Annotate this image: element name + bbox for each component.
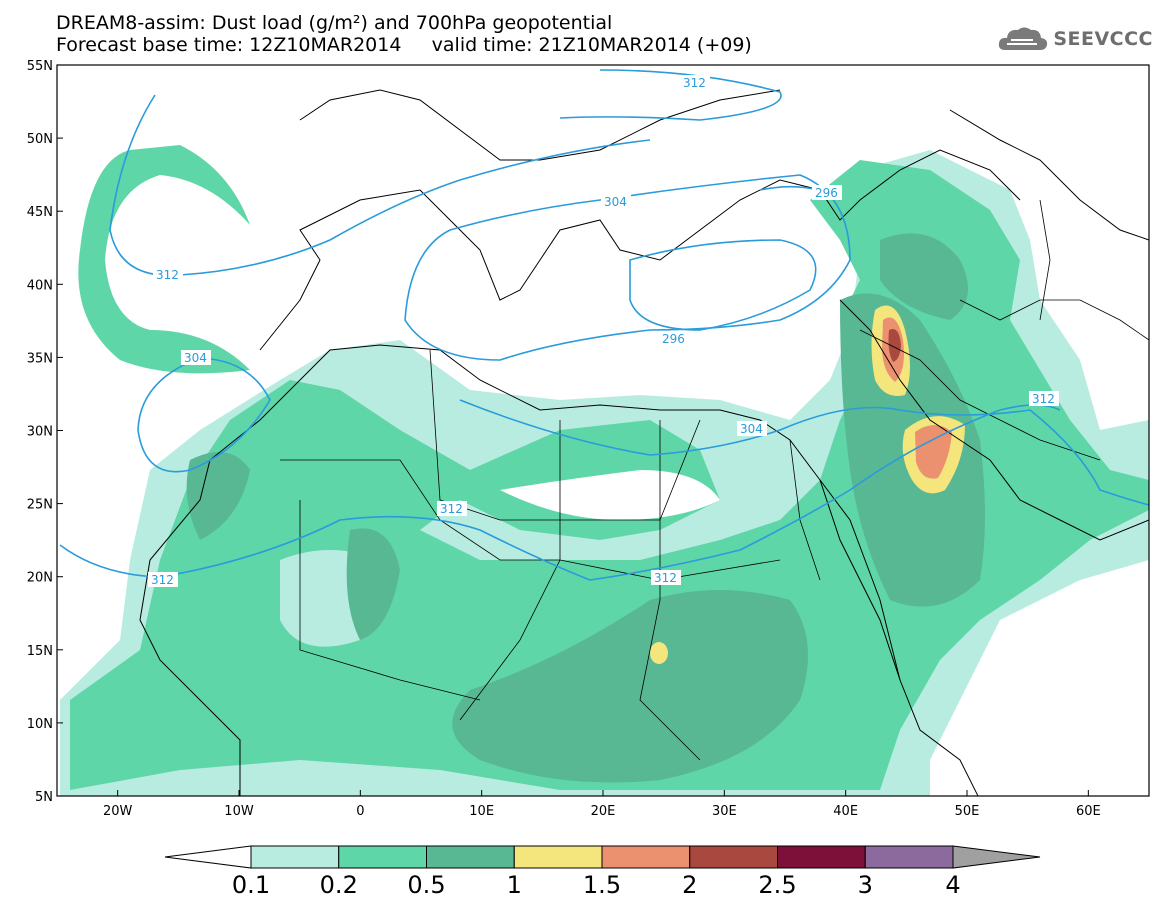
- contour-label: 304: [184, 351, 207, 365]
- lat-tick-label: 45N: [27, 205, 53, 220]
- lat-tick-label: 5N: [35, 790, 53, 805]
- contour-label: 312: [654, 571, 677, 585]
- lon-tick-label: 50E: [955, 804, 980, 819]
- lat-tick-label: 20N: [27, 571, 53, 586]
- colorbar-label: 2: [682, 871, 698, 899]
- colorbar-label: 0.2: [319, 871, 358, 899]
- colorbar-swatch: [864, 845, 954, 869]
- seevccc-logo: SEEVCCC: [997, 24, 1153, 54]
- contour-label: 312: [440, 502, 463, 516]
- lon-tick-label: 60E: [1076, 804, 1101, 819]
- dust-band-1.0-sudan: [650, 642, 668, 664]
- colorbar-swatch: [689, 845, 778, 869]
- colorbar: [164, 845, 1041, 869]
- plot-area: 312 304 296 312 304 312 304 312 312 296 …: [57, 65, 1149, 796]
- coastlines: [139, 89, 1149, 796]
- colorbar-swatch: [250, 845, 340, 869]
- lat-tick-label: 50N: [27, 132, 53, 147]
- contour-label: 312: [683, 76, 706, 90]
- contour-label: 296: [815, 186, 838, 200]
- contour-label: 312: [156, 268, 179, 282]
- colorbar-swatch: [513, 845, 603, 869]
- map-title: DREAM8-assim: Dust load (g/m²) and 700hP…: [56, 12, 613, 34]
- contour-labels: 312 304 296 312 304 312 304 312 312 296 …: [148, 75, 1059, 587]
- lat-tick-label: 15N: [27, 644, 53, 659]
- country-borders: [280, 199, 1149, 761]
- lon-tick-label: 40E: [833, 804, 858, 819]
- dust-band-1.5-gulf: [915, 425, 952, 479]
- contour-312-south: [59, 404, 1061, 581]
- geopotential-contours: [59, 69, 1149, 581]
- contour-296: [629, 239, 817, 331]
- colorbar-swatch: [338, 845, 427, 869]
- lat-tick-label: 10N: [27, 717, 53, 732]
- colorbar-swatch: [777, 845, 866, 869]
- colorbar-swatch: [601, 845, 691, 869]
- longitude-axis: 20W 10W 0 10E 20E 30E 40E 50E 60E: [103, 790, 1101, 819]
- forecast-time-subtitle: Forecast base time: 12Z10MAR2014 valid t…: [56, 34, 752, 56]
- lat-tick-label: 35N: [27, 351, 53, 366]
- dust-band-0.5-west: [186, 452, 250, 540]
- dust-band-0.5-caspian: [880, 233, 968, 320]
- logo-text: SEEVCCC: [1053, 28, 1153, 50]
- colorbar-label: 1.5: [582, 871, 622, 899]
- contour-312-north: [559, 69, 782, 121]
- lon-tick-label: 10E: [469, 804, 494, 819]
- lat-tick-label: 25N: [27, 498, 53, 513]
- lon-tick-label: 20W: [103, 804, 133, 819]
- colorbar-label: 1: [506, 871, 522, 899]
- contour-label: 304: [740, 422, 763, 436]
- contour-304-south: [459, 399, 1149, 506]
- latitude-axis: 55N 50N 45N 40N 35N 30N 25N 20N 15N 10N 5N: [27, 59, 63, 805]
- lon-tick-label: 20E: [591, 804, 616, 819]
- lon-tick-label: 10W: [224, 804, 254, 819]
- contour-312-west: [109, 94, 651, 277]
- contour-304-center: [404, 174, 851, 361]
- contour-304-west: [137, 357, 271, 473]
- colorbar-label: 3: [857, 871, 873, 899]
- colorbar-swatch: [426, 845, 515, 869]
- colorbar-label: 0.5: [407, 871, 446, 899]
- colorbar-over-triangle: [952, 845, 1041, 869]
- colorbar-under-triangle: [164, 845, 252, 869]
- dust-shading: [60, 145, 1149, 796]
- contour-label: 312: [1032, 392, 1055, 406]
- dust-band-0.5-sahel: [452, 590, 808, 783]
- lat-tick-label: 55N: [27, 59, 53, 74]
- dust-band-0.5-mid: [346, 528, 400, 640]
- lat-tick-label: 30N: [27, 425, 53, 440]
- lon-tick-label: 30E: [712, 804, 737, 819]
- dust-band-2.0-iraq: [888, 329, 901, 362]
- colorbar-label: 4: [945, 871, 961, 899]
- colorbar-label: 2.5: [758, 871, 797, 899]
- lat-tick-label: 40N: [27, 278, 53, 293]
- cloud-logo-icon: [999, 27, 1048, 50]
- lon-tick-label: 0: [356, 804, 364, 819]
- contour-label: 304: [604, 195, 627, 209]
- contour-label: 296: [662, 332, 685, 346]
- dust-arm-atlantic: [78, 145, 250, 374]
- colorbar-label: 0.1: [231, 871, 271, 899]
- contour-label: 312: [151, 573, 174, 587]
